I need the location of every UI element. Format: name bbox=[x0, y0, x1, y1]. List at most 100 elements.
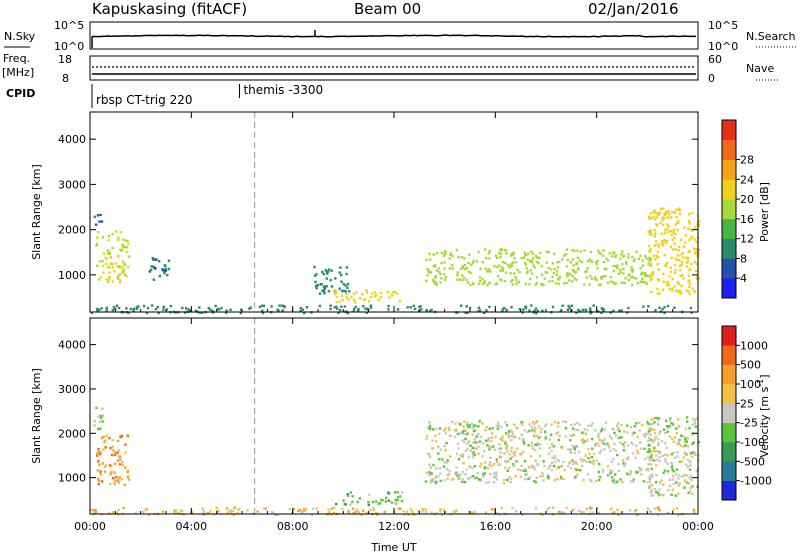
power-cell bbox=[198, 306, 201, 309]
power-cell bbox=[536, 309, 539, 313]
power-cell bbox=[105, 278, 108, 281]
power-cell bbox=[671, 277, 674, 281]
power-cell bbox=[687, 227, 690, 230]
nsearch-tick-bottom: 10^0 bbox=[708, 40, 738, 53]
power-cell bbox=[630, 266, 633, 269]
velocity-cell bbox=[639, 441, 642, 444]
power-cell bbox=[650, 278, 653, 281]
velocity-cell bbox=[448, 455, 452, 458]
power-cell bbox=[505, 252, 508, 255]
velocity-cell bbox=[432, 463, 435, 467]
velocity-cell bbox=[500, 506, 503, 510]
velocity-cell bbox=[581, 459, 585, 463]
power-cell bbox=[365, 289, 368, 292]
velocity-cell bbox=[332, 511, 336, 515]
velocity-cell bbox=[455, 471, 458, 474]
velocity-cell bbox=[399, 495, 402, 498]
power-cell bbox=[661, 219, 664, 222]
power-cell bbox=[596, 259, 599, 263]
velocity-cell bbox=[538, 447, 542, 450]
velocity-cell bbox=[461, 455, 464, 458]
power-cell bbox=[339, 266, 342, 269]
power-cell bbox=[697, 249, 701, 252]
velocity-cell bbox=[623, 445, 626, 448]
power-cell bbox=[340, 294, 344, 298]
power-cell bbox=[673, 271, 677, 275]
velocity-cell bbox=[622, 462, 625, 465]
velocity-cell bbox=[658, 494, 661, 497]
power-cell bbox=[443, 261, 446, 264]
velocity-cell bbox=[697, 454, 700, 457]
power-cell bbox=[675, 289, 678, 292]
power-cell bbox=[343, 305, 347, 308]
power-cell bbox=[111, 232, 114, 236]
velocity-cell bbox=[457, 458, 461, 461]
velocity-cell bbox=[579, 458, 582, 461]
power-cell bbox=[495, 265, 499, 269]
power-cell bbox=[571, 248, 574, 252]
power-cell bbox=[671, 248, 674, 251]
power-cell bbox=[686, 261, 689, 264]
power-cell bbox=[694, 226, 697, 229]
power-cell bbox=[225, 311, 228, 314]
velocity-cell bbox=[603, 438, 606, 441]
power-cell bbox=[678, 264, 681, 268]
power-cell bbox=[336, 307, 339, 310]
power-cell bbox=[100, 307, 103, 310]
power-cell bbox=[599, 283, 602, 286]
power-cell bbox=[506, 263, 510, 267]
power-cell bbox=[98, 260, 102, 263]
power-cell bbox=[127, 266, 130, 269]
power-cell bbox=[334, 277, 337, 280]
velocity-cell bbox=[629, 470, 632, 473]
velocity-cell bbox=[100, 436, 104, 439]
power-cell bbox=[117, 274, 120, 277]
power-cell bbox=[624, 261, 628, 264]
velocity-cell bbox=[97, 427, 100, 431]
velocity-cell bbox=[633, 425, 636, 428]
velocity-cell bbox=[434, 427, 437, 431]
velocity-cell bbox=[559, 475, 563, 479]
power-cell bbox=[425, 279, 428, 283]
velocity-cell bbox=[634, 456, 637, 459]
power-cell bbox=[661, 216, 664, 219]
velocity-cell bbox=[461, 431, 464, 434]
power-cell bbox=[457, 255, 460, 259]
velocity-cell bbox=[444, 432, 447, 435]
velocity-cell bbox=[486, 467, 490, 470]
velocity-cell bbox=[534, 480, 538, 484]
velocity-cell bbox=[601, 468, 605, 472]
velocity-cell bbox=[618, 430, 621, 433]
velocity-cell bbox=[471, 446, 474, 449]
velocity-cell bbox=[369, 508, 372, 511]
power-cell bbox=[541, 309, 544, 312]
power-cell bbox=[597, 249, 600, 253]
velocity-cell bbox=[446, 459, 449, 462]
velocity-cell bbox=[335, 502, 338, 506]
velocity-cell bbox=[435, 512, 438, 515]
velocity-cell bbox=[387, 491, 390, 494]
velocity-cell bbox=[692, 508, 695, 512]
velocity-cell bbox=[622, 449, 626, 452]
power-cell bbox=[439, 281, 442, 284]
power-cell bbox=[373, 295, 377, 298]
velocity-cell bbox=[434, 467, 438, 470]
power-cell bbox=[628, 273, 631, 276]
velocity-cell bbox=[229, 511, 233, 514]
velocity-cell bbox=[508, 466, 511, 469]
velocity-cell bbox=[465, 421, 469, 425]
velocity-cell bbox=[272, 512, 275, 515]
power-cell bbox=[123, 245, 126, 248]
power-cell bbox=[524, 282, 527, 285]
power-cell bbox=[504, 271, 508, 274]
velocity-cell bbox=[225, 507, 229, 510]
power-cell bbox=[107, 234, 111, 238]
power-cell bbox=[365, 311, 368, 314]
power-cell bbox=[497, 274, 500, 278]
power-cell bbox=[652, 271, 655, 274]
power-colorbar-tick: 16 bbox=[740, 213, 754, 226]
power-cell bbox=[684, 234, 688, 237]
power-cell bbox=[478, 276, 482, 279]
